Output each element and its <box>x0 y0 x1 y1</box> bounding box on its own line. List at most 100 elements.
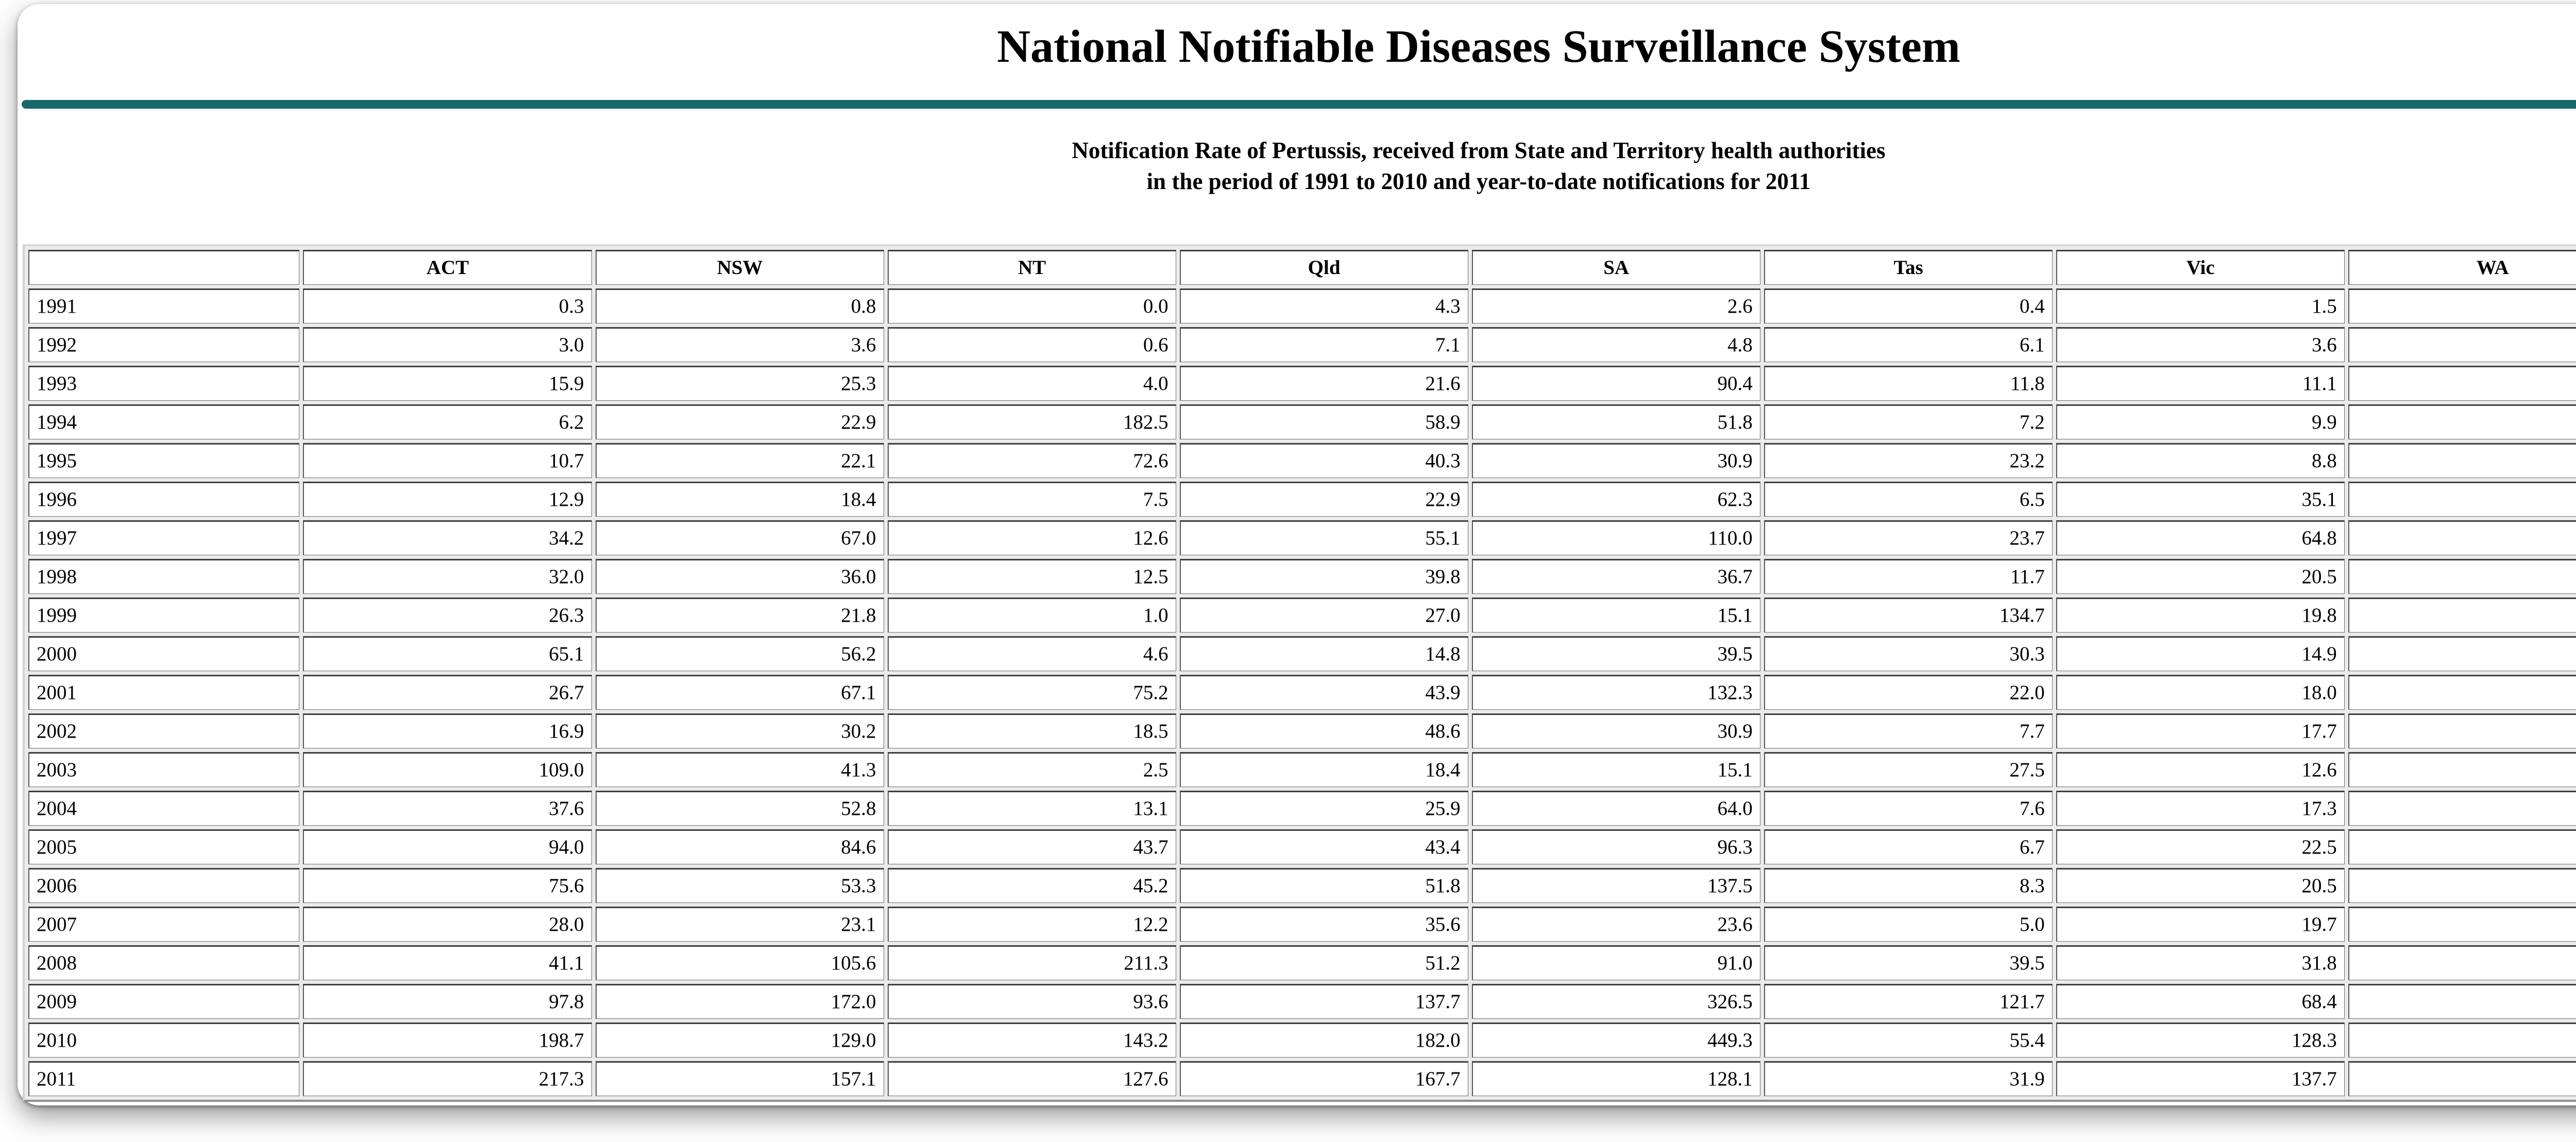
value-cell: 18.0 <box>2056 674 2345 710</box>
value-cell: 11.8 <box>2348 713 2576 748</box>
value-cell: 18.5 <box>887 713 1176 748</box>
value-cell: 9.9 <box>2056 404 2345 439</box>
value-cell: 39.5 <box>1471 636 1760 671</box>
year-cell: 1999 <box>28 597 300 633</box>
value-cell: 25.3 <box>595 365 884 401</box>
value-cell: 14.9 <box>2056 636 2345 671</box>
year-cell: 2010 <box>28 1022 300 1058</box>
page-subtitle: Notification Rate of Pertussis, received… <box>18 135 2576 197</box>
value-cell: 11.1 <box>2056 365 2345 401</box>
value-cell: 6.5 <box>1764 481 2053 517</box>
table-wrapper: ACTNSWNTQldSATasVicWAAust 19910.30.80.04… <box>23 244 2576 1102</box>
value-cell: 7.5 <box>887 481 1176 517</box>
value-cell: 4.3 <box>1179 288 1468 323</box>
value-cell: 11.7 <box>1764 558 2053 594</box>
value-cell: 134.7 <box>1764 597 2053 633</box>
value-cell: 51.8 <box>1471 404 1760 439</box>
value-cell: 6.2 <box>2348 906 2576 942</box>
value-cell: 56.2 <box>595 636 884 671</box>
value-cell: 4.0 <box>887 365 1176 401</box>
value-cell: 12.6 <box>2348 867 2576 903</box>
value-cell: 19.2 <box>2348 442 2576 478</box>
value-cell: 1.5 <box>2056 288 2345 323</box>
value-cell: 14.8 <box>1179 636 1468 671</box>
value-cell: 2.6 <box>1471 288 1760 323</box>
value-cell: 84.6 <box>595 829 884 864</box>
value-cell: 7.2 <box>1764 404 2053 439</box>
value-cell: 143.2 <box>887 1022 1176 1058</box>
value-cell: 12.9 <box>303 481 592 517</box>
value-cell: 27.0 <box>1179 597 1468 633</box>
value-cell: 12.2 <box>887 906 1176 942</box>
value-cell: 21.8 <box>595 597 884 633</box>
value-cell: 109.0 <box>303 752 592 787</box>
page-title: National Notifiable Diseases Surveillanc… <box>997 21 1960 72</box>
value-cell: 10.7 <box>303 442 592 478</box>
value-cell: 0.3 <box>303 288 592 323</box>
value-cell: 64.8 <box>2056 520 2345 555</box>
value-cell: 8.3 <box>1764 867 2053 903</box>
value-cell: 35.1 <box>2056 481 2345 517</box>
value-cell: 449.3 <box>1471 1022 1760 1058</box>
value-cell: 22.5 <box>2056 829 2345 864</box>
value-cell: 17.3 <box>2056 790 2345 826</box>
value-cell: 137.7 <box>2056 1061 2345 1096</box>
value-cell: 72.6 <box>887 442 1176 478</box>
value-cell: 15.9 <box>303 365 592 401</box>
value-cell: 36.7 <box>1471 558 1760 594</box>
year-cell: 2011 <box>28 1061 300 1096</box>
value-cell: 31.8 <box>2056 945 2345 980</box>
value-cell: 27.5 <box>1764 752 2053 787</box>
year-cell: 1995 <box>28 442 300 478</box>
value-cell: 55.1 <box>1179 520 1468 555</box>
value-cell: 0.6 <box>887 327 1176 362</box>
value-cell: 167.7 <box>1179 1061 1468 1096</box>
value-cell: 96.3 <box>1471 829 1760 864</box>
value-cell: 12.6 <box>2348 481 2576 517</box>
value-cell: 22.0 <box>1764 674 2053 710</box>
value-cell: 67.1 <box>595 674 884 710</box>
value-cell: 22.1 <box>595 442 884 478</box>
value-cell: 211.3 <box>887 945 1176 980</box>
value-cell: 7.7 <box>1764 713 2053 748</box>
value-cell: 30.3 <box>1764 636 2053 671</box>
year-cell: 1997 <box>28 520 300 555</box>
value-cell: 30.2 <box>595 713 884 748</box>
value-cell: 48.6 <box>1179 713 1468 748</box>
value-cell: 4.6 <box>887 636 1176 671</box>
value-cell: 5.5 <box>2348 327 2576 362</box>
value-cell: 6.1 <box>1764 327 2053 362</box>
column-header: ACT <box>303 249 592 285</box>
value-cell: 37.6 <box>303 790 592 826</box>
value-cell: 326.5 <box>1471 983 1760 1019</box>
value-cell: 12.5 <box>887 558 1176 594</box>
value-cell: 43.7 <box>887 829 1176 864</box>
year-cell: 2006 <box>28 867 300 903</box>
value-cell: 41.3 <box>595 752 884 787</box>
value-cell: 93.6 <box>887 983 1176 1019</box>
value-cell: 19.7 <box>2056 906 2345 942</box>
value-cell: 12.6 <box>2056 752 2345 787</box>
column-header: WA <box>2348 249 2576 285</box>
value-cell: 105.6 <box>595 945 884 980</box>
value-cell: 127.6 <box>887 1061 1176 1096</box>
value-cell: 43.4 <box>1179 829 1468 864</box>
value-cell: 40.3 <box>1179 442 1468 478</box>
value-cell: 2.5 <box>887 752 1176 787</box>
year-cell: 2007 <box>28 906 300 942</box>
value-cell: 26.7 <box>303 674 592 710</box>
value-cell: 23.7 <box>1764 520 2053 555</box>
value-cell: 18.4 <box>1179 752 1468 787</box>
value-cell: 39.5 <box>1764 945 2053 980</box>
value-cell: 11.8 <box>2348 674 2576 710</box>
value-cell: 5.0 <box>1764 906 2053 942</box>
table-row: 2010198.7129.0143.2182.0449.355.4128.363… <box>28 1022 2576 1058</box>
year-cell: 2009 <box>28 983 300 1019</box>
value-cell: 41.1 <box>303 945 592 980</box>
value-cell: 3.6 <box>595 327 884 362</box>
value-cell: 4.8 <box>1471 327 1760 362</box>
value-cell: 137.5 <box>1471 867 1760 903</box>
value-cell: 25.9 <box>1179 790 1468 826</box>
